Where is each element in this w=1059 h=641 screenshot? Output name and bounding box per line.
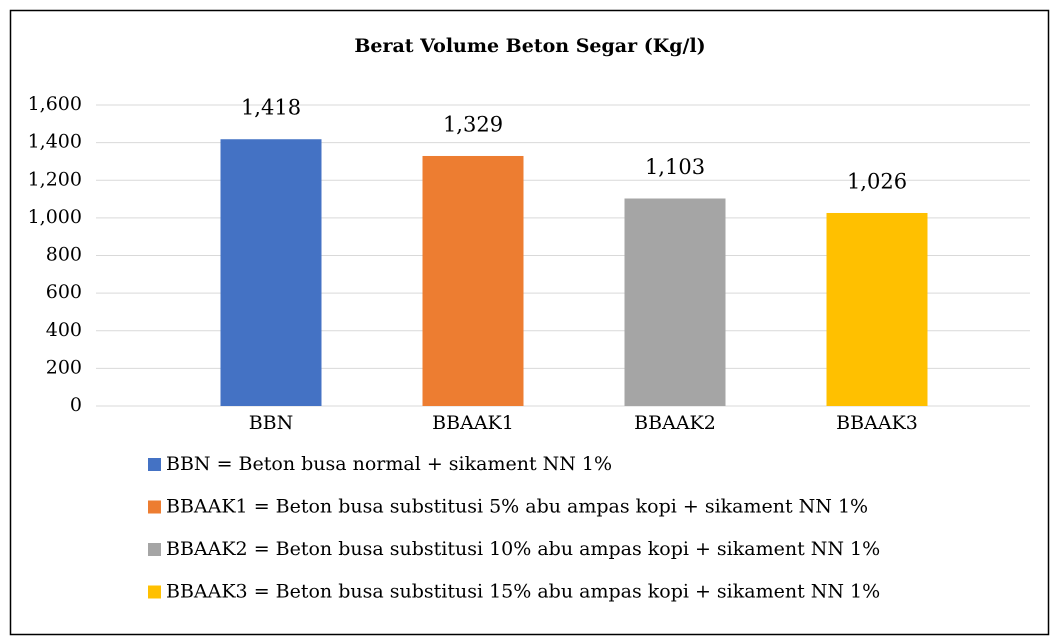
legend-swatch [148,543,161,556]
value-label: 1,418 [241,96,301,120]
x-tick-label: BBAAK2 [634,412,716,434]
legend-swatch [148,458,161,471]
y-tick-label: 0 [70,394,82,416]
bar [422,155,524,406]
y-tick-label: 1,200 [28,168,82,190]
x-tick-label: BBAAK1 [432,412,514,434]
y-tick-label: 800 [46,244,82,266]
y-tick-label: 200 [46,356,82,378]
x-tick-label: BBN [249,412,294,434]
legend-swatch [148,585,161,599]
bar [220,139,322,406]
x-tick-label: BBAAK3 [836,412,918,434]
y-tick-label: 1,000 [28,206,82,228]
y-tick-label: 1,600 [28,93,82,115]
chart-title: Berat Volume Beton Segar (Kg/l) [354,35,705,57]
value-label: 1,329 [443,112,503,136]
legend-label: BBAAK2 = Beton busa substitusi 10% abu a… [166,538,880,560]
y-tick-label: 400 [46,319,82,341]
legend-label: BBAAK3 = Beton busa substitusi 15% abu a… [166,581,880,603]
bar [826,212,928,406]
value-label: 1,026 [847,169,907,193]
legend-label: BBAAK1 = Beton busa substitusi 5% abu am… [166,496,868,518]
y-tick-label: 1,400 [28,131,82,153]
y-tick-label: 600 [46,281,82,303]
legend-swatch [148,500,161,514]
legend-label: BBN = Beton busa normal + sikament NN 1% [166,453,612,475]
bar [624,198,726,406]
value-label: 1,103 [645,155,705,179]
